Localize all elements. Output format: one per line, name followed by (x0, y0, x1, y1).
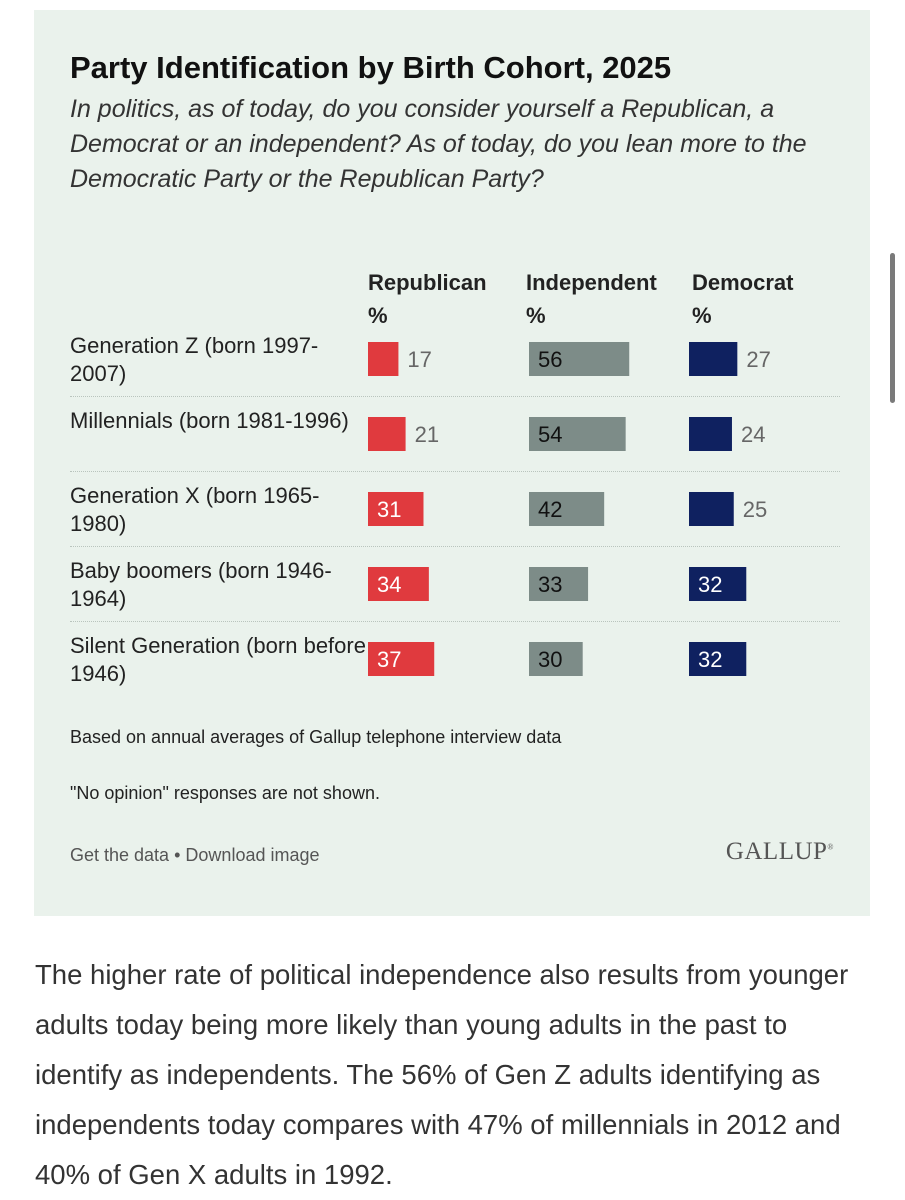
bar-independent (529, 342, 630, 376)
chart-note-source: Based on annual averages of Gallup telep… (70, 727, 562, 747)
bar-chart-svg: 17 21 31 34 37 56 54 42 33 30 27 24 25 32 32 (368, 342, 771, 676)
series-name: Democrat (692, 270, 794, 295)
row-label-gen-x: Generation X (born 1965-1980) (70, 483, 320, 536)
footer-separator: • (174, 845, 181, 865)
chart-card: Party Identification by Birth Cohort, 20… (34, 10, 870, 916)
series-name: Republican (368, 270, 487, 295)
chart-subtitle: In politics, as of today, do you conside… (70, 95, 807, 193)
data-label-independent: 33 (538, 572, 562, 597)
article-paragraph: The higher rate of political independenc… (35, 959, 849, 1190)
chart-title: Party Identification by Birth Cohort, 20… (70, 50, 672, 85)
column-header-independent: Independent % (526, 266, 657, 332)
data-label-independent: 56 (538, 347, 562, 372)
row-label-baby-boomers: Baby boomers (born 1946-1964) (70, 558, 332, 611)
bar-independent (529, 417, 626, 451)
data-label-democrat: 25 (743, 497, 767, 522)
series-unit: % (526, 303, 546, 328)
bar-republican (368, 342, 399, 376)
download-image-link[interactable]: Download image (185, 845, 320, 865)
bar-democrat (689, 342, 738, 376)
bar-democrat (689, 417, 732, 451)
data-label-independent: 30 (538, 647, 562, 672)
bar-independent (529, 642, 583, 676)
row-divider (70, 396, 840, 397)
row-divider (70, 621, 840, 622)
scrollbar-thumb[interactable] (890, 253, 895, 403)
data-label-democrat: 32 (698, 647, 722, 672)
bar-democrat (689, 492, 734, 526)
data-label-republican: 34 (377, 572, 401, 597)
bar-independent (529, 567, 589, 601)
data-label-republican: 21 (415, 422, 439, 447)
row-label-millennials: Millennials (born 1981-1996) (70, 408, 349, 433)
bar-republican (368, 492, 424, 526)
data-label-republican: 37 (377, 647, 401, 672)
row-label-silent-generation: Silent Generation (born before 1946) (70, 633, 366, 686)
column-header-republican: Republican % (368, 266, 487, 332)
chart-note-no-opinion: "No opinion" responses are not shown. (70, 783, 380, 803)
bar-republican (368, 567, 429, 601)
get-data-link[interactable]: Get the data (70, 845, 170, 865)
data-label-republican: 17 (407, 347, 431, 372)
data-label-independent: 54 (538, 422, 562, 447)
data-label-democrat: 32 (698, 572, 722, 597)
series-unit: % (368, 303, 388, 328)
data-label-democrat: 27 (746, 347, 770, 372)
chart-footer-links: Get the data • Download image (70, 845, 320, 866)
series-unit: % (692, 303, 712, 328)
bar-democrat (689, 567, 747, 601)
data-label-independent: 42 (538, 497, 562, 522)
bar-democrat (689, 642, 747, 676)
series-name: Independent (526, 270, 657, 295)
row-label-gen-z: Generation Z (born 1997-2007) (70, 333, 319, 386)
data-label-republican: 31 (377, 497, 401, 522)
column-header-democrat: Democrat % (692, 266, 793, 332)
row-divider (70, 471, 840, 472)
row-divider (70, 546, 840, 547)
data-label-democrat: 24 (741, 422, 765, 447)
bar-republican (368, 417, 406, 451)
bar-republican (368, 642, 435, 676)
gallup-logo: GALLUP® (725, 838, 834, 865)
bar-independent (529, 492, 605, 526)
